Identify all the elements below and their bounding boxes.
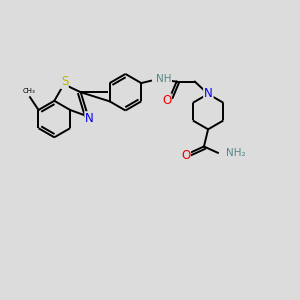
Text: O: O: [181, 149, 190, 162]
Text: O: O: [162, 94, 171, 107]
Text: NH: NH: [156, 74, 172, 84]
Text: S: S: [61, 75, 68, 88]
Text: NH₂: NH₂: [226, 148, 246, 158]
Text: N: N: [85, 112, 94, 125]
Text: N: N: [204, 87, 213, 100]
Text: N: N: [204, 88, 212, 100]
Text: CH₃: CH₃: [22, 88, 35, 94]
